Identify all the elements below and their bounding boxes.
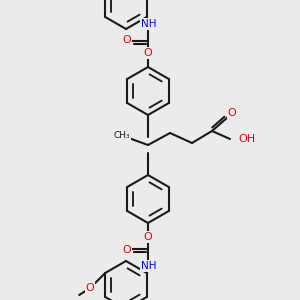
Text: O: O	[144, 232, 152, 242]
Text: O: O	[123, 245, 131, 255]
Text: CH₃: CH₃	[114, 130, 130, 140]
Text: O: O	[86, 283, 94, 293]
Text: NH: NH	[141, 19, 157, 29]
Text: O: O	[144, 48, 152, 58]
Text: OH: OH	[238, 134, 255, 144]
Text: NH: NH	[141, 261, 157, 271]
Text: O: O	[123, 35, 131, 45]
Text: O: O	[228, 108, 236, 118]
